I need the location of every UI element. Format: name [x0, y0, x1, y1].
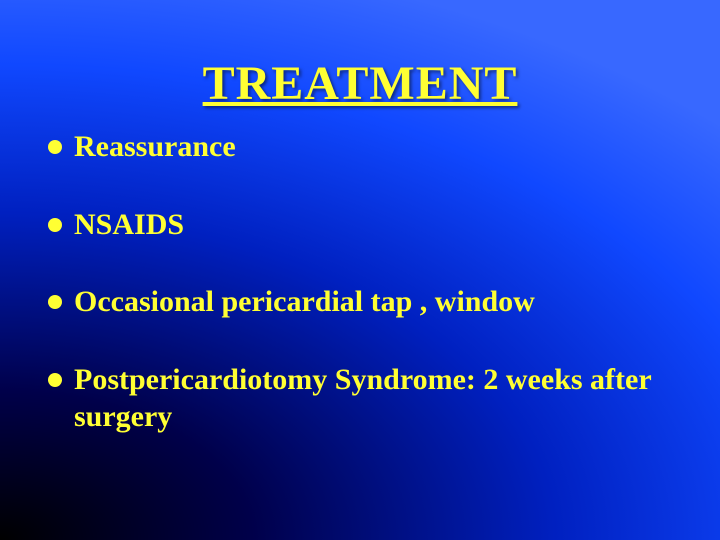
bullet-text: Occasional pericardial tap , window: [74, 283, 672, 321]
bullet-text: NSAIDS: [74, 206, 672, 244]
list-item: Occasional pericardial tap , window: [48, 283, 672, 321]
list-item: NSAIDS: [48, 206, 672, 244]
list-item: Reassurance: [48, 128, 672, 166]
bullet-icon: [48, 295, 62, 309]
bullet-text: Reassurance: [74, 128, 672, 166]
list-item: Postpericardiotomy Syndrome: 2 weeks aft…: [48, 361, 672, 436]
presentation-slide: TREATMENT Reassurance NSAIDS Occasional …: [0, 0, 720, 540]
slide-title: TREATMENT: [0, 56, 720, 111]
bullet-icon: [48, 140, 62, 154]
bullet-text: Postpericardiotomy Syndrome: 2 weeks aft…: [74, 361, 672, 436]
bullet-icon: [48, 218, 62, 232]
bullet-list: Reassurance NSAIDS Occasional pericardia…: [48, 128, 672, 476]
bullet-icon: [48, 373, 62, 387]
